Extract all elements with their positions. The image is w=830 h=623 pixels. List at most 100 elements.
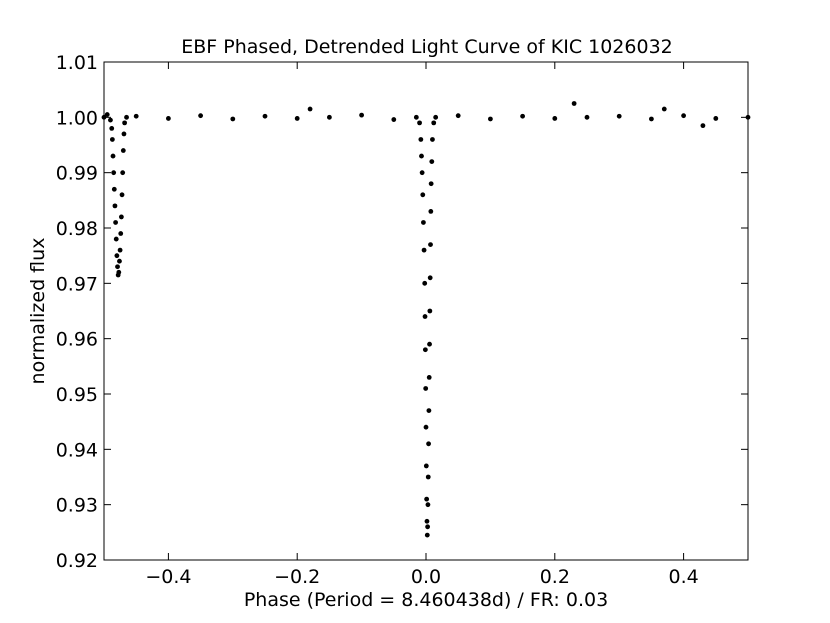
data-point: [425, 474, 431, 480]
data-point: [110, 153, 116, 159]
data-point: [117, 247, 123, 253]
data-point: [616, 113, 622, 119]
data-point: [109, 137, 115, 142]
data-point: [262, 113, 268, 119]
data-point: [426, 408, 432, 413]
x-axis-label: Phase (Period = 8.460438d) / FR: 0.03: [244, 589, 608, 611]
data-point: [681, 113, 686, 119]
data-point: [113, 236, 119, 242]
y-tick-label: 1.00: [56, 107, 98, 129]
x-tick-label: 0.0: [411, 566, 441, 588]
data-point: [413, 114, 419, 120]
data-point: [422, 280, 428, 286]
data-point: [424, 518, 430, 524]
data-point: [455, 113, 461, 119]
data-point: [584, 114, 590, 120]
x-tick-label: 0.2: [540, 566, 570, 588]
data-point: [118, 231, 124, 236]
data-point: [111, 170, 117, 176]
data-point: [294, 116, 300, 121]
data-point: [488, 116, 493, 122]
data-point: [133, 113, 139, 119]
data-point: [431, 120, 437, 126]
data-point: [120, 170, 126, 176]
data-point: [419, 153, 424, 159]
data-point: [104, 112, 110, 117]
data-point: [428, 242, 433, 248]
data-point: [116, 269, 122, 275]
data-point: [420, 192, 426, 198]
data-point: [119, 192, 125, 198]
data-point: [198, 113, 204, 119]
data-point: [121, 131, 127, 137]
data-point: [428, 181, 434, 187]
data-point: [230, 116, 236, 122]
data-point: [423, 386, 429, 391]
data-point: [430, 137, 435, 142]
data-point: [359, 112, 364, 118]
data-point: [111, 186, 117, 192]
data-points: [101, 101, 751, 538]
y-tick-label: 0.96: [56, 329, 98, 351]
y-axis-label: normalized flux: [27, 238, 49, 385]
data-point: [113, 220, 118, 225]
data-point: [425, 524, 431, 530]
data-point: [700, 123, 706, 129]
data-point: [419, 170, 425, 176]
data-point: [391, 117, 397, 122]
data-point: [424, 496, 430, 502]
data-point: [108, 117, 113, 123]
data-point: [427, 341, 432, 347]
y-tick-label: 0.93: [56, 495, 98, 517]
data-point: [417, 120, 422, 126]
data-point: [422, 347, 428, 353]
data-point: [552, 116, 558, 121]
data-point: [327, 114, 332, 120]
data-point: [421, 247, 427, 253]
x-tick-label: −0.2: [274, 566, 320, 588]
data-point: [418, 137, 424, 142]
data-point: [122, 120, 128, 126]
y-tick-label: 1.01: [56, 52, 98, 74]
data-point: [109, 125, 115, 131]
y-tick-label: 0.99: [56, 163, 98, 185]
data-point: [427, 275, 433, 281]
data-point: [115, 264, 120, 270]
data-point: [307, 106, 313, 112]
data-point: [120, 148, 126, 153]
data-point: [124, 114, 129, 120]
data-point: [423, 424, 429, 430]
data-point: [424, 532, 430, 538]
y-axis-ticks: 0.92 0.93 0.94 0.95 0.96 0.97 0.98 0.99 1.00 1.01: [56, 52, 748, 572]
data-point: [433, 114, 439, 120]
data-point: [421, 220, 426, 225]
data-point: [649, 116, 654, 122]
data-point: [118, 214, 124, 220]
data-point: [117, 258, 122, 264]
data-point: [114, 253, 120, 259]
y-tick-label: 0.92: [56, 550, 98, 572]
data-point: [428, 209, 434, 214]
data-point: [425, 502, 431, 508]
data-point: [429, 159, 435, 165]
data-point: [520, 113, 525, 119]
data-point: [426, 441, 431, 447]
y-tick-label: 0.98: [56, 218, 98, 240]
x-tick-label: −0.4: [145, 566, 191, 588]
y-tick-label: 0.94: [56, 439, 98, 461]
x-tick-label: 0.4: [668, 566, 698, 588]
data-point: [661, 106, 667, 112]
data-point: [166, 116, 171, 121]
y-tick-label: 0.97: [56, 273, 98, 295]
data-point: [427, 308, 433, 314]
data-point: [571, 101, 577, 106]
x-axis-ticks: −0.4 −0.2 0.0 0.2 0.4: [145, 62, 699, 588]
chart-title: EBF Phased, Detrended Light Curve of KIC…: [181, 36, 673, 58]
data-point: [112, 203, 118, 209]
data-point: [423, 463, 429, 469]
data-point: [426, 375, 432, 380]
data-point: [713, 116, 719, 121]
data-point: [422, 314, 428, 319]
